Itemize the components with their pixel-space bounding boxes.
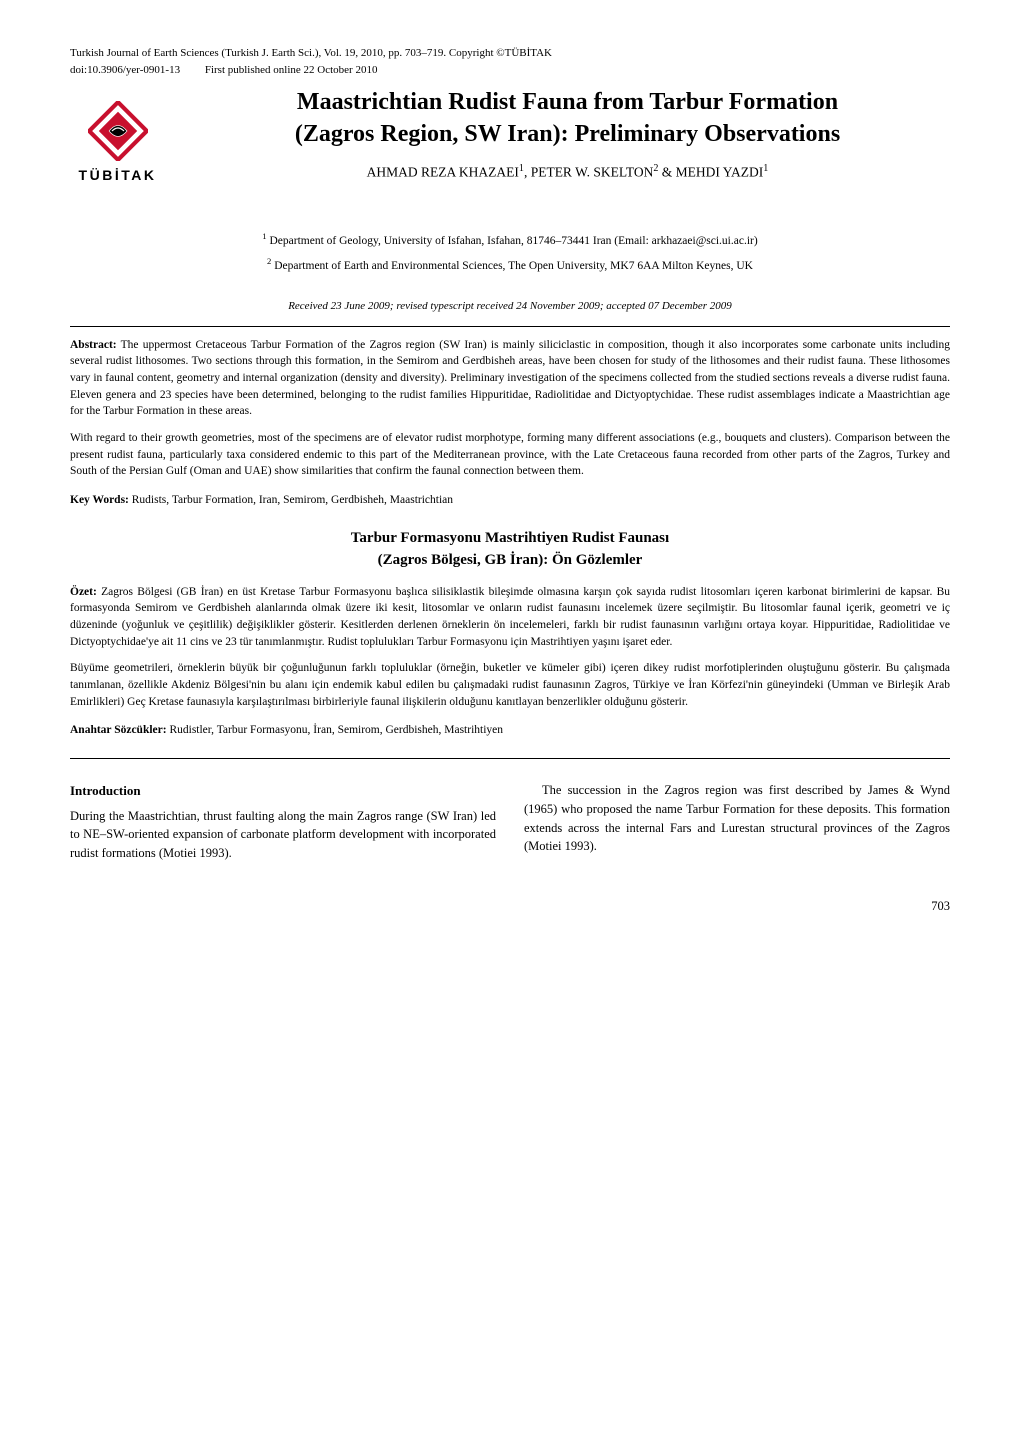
tubitak-logo: TÜBİTAK [70, 101, 165, 183]
title-line1: Maastrichtian Rudist Fauna from Tarbur F… [297, 89, 838, 115]
abstract-label: Abstract: [70, 339, 117, 351]
column-left: Introduction During the Maastrichtian, t… [70, 781, 496, 871]
column-right: The succession in the Zagros region was … [524, 781, 950, 871]
ozet-p2: Büyüme geometrileri, örneklerin büyük bi… [70, 660, 950, 710]
divider-bottom [70, 758, 950, 759]
author-1: AHMAD REZA KHAZAEI [367, 164, 519, 179]
keywords: Key Words: Rudists, Tarbur Formation, Ir… [70, 494, 950, 506]
journal-pubnote: First published online 22 October 2010 [205, 64, 378, 76]
journal-doi: doi:10.3906/yer-0901-13 [70, 64, 180, 76]
title-wrap: TÜBİTAK Maastrichtian Rudist Fauna from … [70, 86, 950, 198]
left-p1: During the Maastrichtian, thrust faultin… [70, 807, 496, 863]
affil-1-text: Department of Geology, University of Isf… [267, 235, 758, 247]
paper-title: Maastrichtian Rudist Fauna from Tarbur F… [185, 86, 950, 151]
keywords-text: Rudists, Tarbur Formation, Iran, Semirom… [129, 494, 453, 506]
abstract-p2: With regard to their growth geometries, … [70, 430, 950, 480]
dates-line: Received 23 June 2009; revised typescrip… [70, 300, 950, 312]
author-3-sup: 1 [763, 163, 768, 174]
anahtar-text: Rudistler, Tarbur Formasyonu, İran, Semi… [167, 724, 503, 736]
logo-label: TÜBİTAK [79, 167, 157, 183]
title-line2: (Zagros Region, SW Iran): Preliminary Ob… [295, 121, 840, 147]
tr-title-line2: (Zagros Bölgesi, GB İran): Ön Gözlemler [378, 552, 643, 568]
ozet-label: Özet: [70, 586, 97, 598]
logo-diamond-icon [88, 101, 148, 161]
divider-top [70, 326, 950, 327]
author-1-sup: 1 [519, 163, 524, 174]
abstract-p1: Abstract: The uppermost Cretaceous Tarbu… [70, 337, 950, 420]
journal-citation: Turkish Journal of Earth Sciences (Turki… [70, 47, 552, 59]
tr-title-line1: Tarbur Formasyonu Mastrihtiyen Rudist Fa… [351, 530, 669, 546]
affiliation-2: 2 Department of Earth and Environmental … [70, 253, 950, 278]
keywords-label: Key Words: [70, 494, 129, 506]
title-block: Maastrichtian Rudist Fauna from Tarbur F… [185, 86, 950, 198]
ozet-p1: Özet: Zagros Bölgesi (GB İran) en üst Kr… [70, 584, 950, 651]
affiliation-1: 1 Department of Geology, University of I… [70, 228, 950, 253]
abstract-block: Abstract: The uppermost Cretaceous Tarbu… [70, 337, 950, 480]
author-2: PETER W. SKELTON [531, 164, 654, 179]
author-2-sup: 2 [653, 163, 658, 174]
authors: AHMAD REZA KHAZAEI1, PETER W. SKELTON2 &… [185, 163, 950, 181]
abstract-p1-text: The uppermost Cretaceous Tarbur Formatio… [70, 339, 950, 418]
introduction-heading: Introduction [70, 781, 496, 801]
affiliations: 1 Department of Geology, University of I… [70, 228, 950, 277]
logo-svg [88, 101, 148, 161]
journal-header: Turkish Journal of Earth Sciences (Turki… [70, 45, 950, 78]
right-p1: The succession in the Zagros region was … [524, 781, 950, 856]
ozet-block: Özet: Zagros Bölgesi (GB İran) en üst Kr… [70, 584, 950, 711]
page-number: 703 [70, 899, 950, 914]
anahtar: Anahtar Sözcükler: Rudistler, Tarbur For… [70, 724, 950, 736]
author-3: MEHDI YAZDI [676, 164, 764, 179]
affil-2-text: Department of Earth and Environmental Sc… [271, 260, 753, 272]
turkish-title: Tarbur Formasyonu Mastrihtiyen Rudist Fa… [70, 528, 950, 572]
anahtar-label: Anahtar Sözcükler: [70, 724, 167, 736]
body-columns: Introduction During the Maastrichtian, t… [70, 781, 950, 871]
ozet-p1-text: Zagros Bölgesi (GB İran) en üst Kretase … [70, 586, 950, 648]
